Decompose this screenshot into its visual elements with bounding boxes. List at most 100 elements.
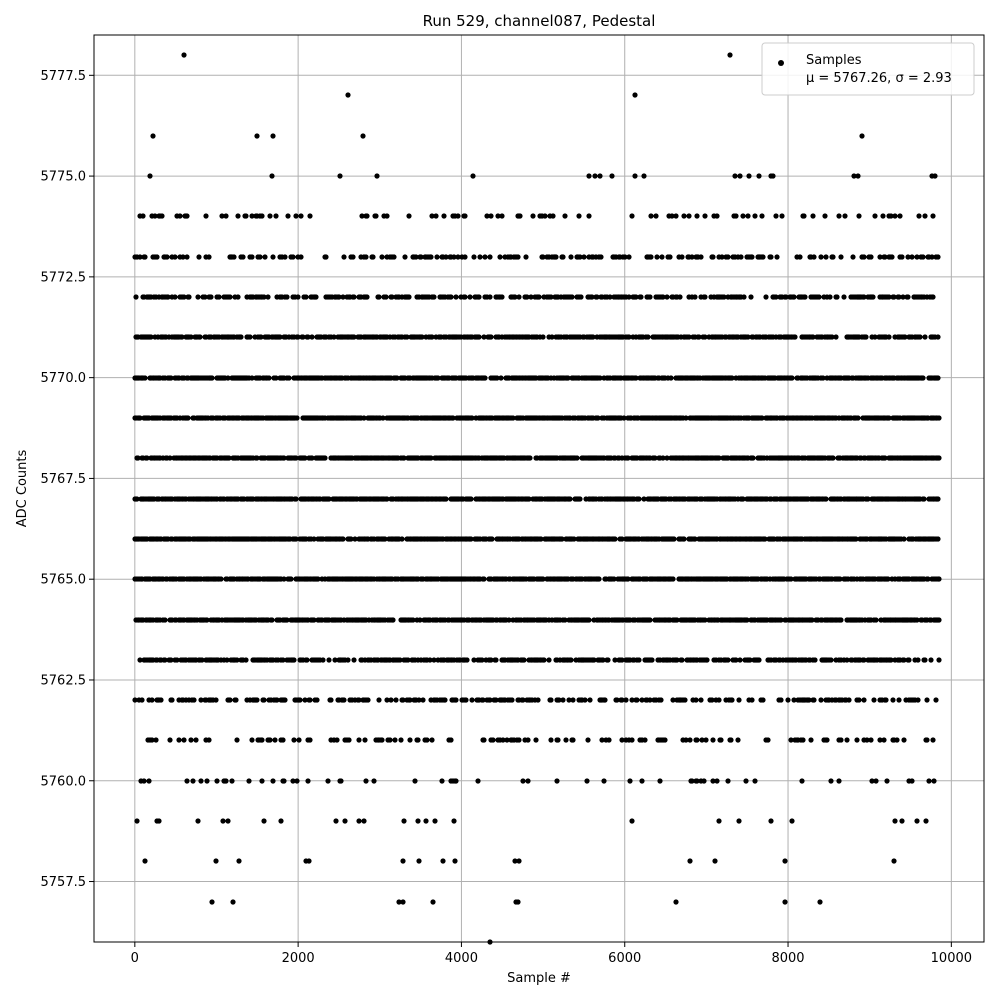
data-point [330, 415, 336, 421]
data-point [587, 657, 593, 663]
data-point [833, 415, 839, 421]
data-point [704, 536, 710, 542]
data-point [376, 697, 382, 703]
data-point [418, 496, 424, 502]
data-point [447, 536, 453, 542]
data-point [423, 415, 429, 421]
data-point [731, 415, 737, 421]
data-point [345, 657, 351, 663]
data-point [415, 737, 421, 743]
data-point [362, 737, 368, 743]
data-point [416, 858, 422, 864]
data-point [933, 455, 939, 461]
data-point [902, 496, 908, 502]
data-point [674, 617, 680, 623]
data-point [718, 536, 724, 542]
data-point [419, 536, 425, 542]
data-point [749, 496, 755, 502]
data-point [909, 375, 915, 381]
data-point [508, 657, 514, 663]
data-point [511, 496, 517, 502]
data-point [819, 536, 825, 542]
data-point [215, 617, 221, 623]
data-point [662, 536, 668, 542]
data-point [631, 576, 637, 582]
data-point [839, 536, 845, 542]
data-point [425, 617, 431, 623]
data-point [722, 496, 728, 502]
data-point [361, 818, 367, 824]
data-point [932, 375, 938, 381]
data-point [228, 576, 234, 582]
data-point [153, 375, 159, 381]
data-point [249, 737, 255, 743]
data-point [367, 415, 373, 421]
data-point [921, 657, 927, 663]
data-point [736, 375, 742, 381]
data-point [677, 576, 683, 582]
data-point [256, 496, 262, 502]
data-point [429, 737, 435, 743]
data-point [619, 737, 625, 743]
data-point [488, 576, 494, 582]
data-point [575, 415, 581, 421]
data-point [851, 496, 857, 502]
data-point [132, 536, 138, 542]
data-point [729, 536, 735, 542]
data-point [750, 576, 756, 582]
data-point [873, 778, 879, 784]
data-point [218, 536, 224, 542]
data-point [861, 657, 867, 663]
data-point [749, 617, 755, 623]
data-point [318, 536, 324, 542]
data-point [230, 375, 236, 381]
data-point [919, 415, 925, 421]
data-point [446, 737, 452, 743]
data-point [293, 617, 299, 623]
data-point [738, 576, 744, 582]
data-point [630, 657, 636, 663]
data-point [308, 576, 314, 582]
data-point [890, 375, 896, 381]
data-point [744, 415, 750, 421]
data-point [835, 536, 841, 542]
data-point [179, 334, 185, 340]
data-point [886, 657, 892, 663]
data-point [689, 617, 695, 623]
data-point [259, 536, 265, 542]
data-point [824, 375, 830, 381]
data-point [563, 737, 569, 743]
data-point [833, 657, 839, 663]
data-point [909, 778, 915, 784]
data-point [813, 415, 819, 421]
data-point [746, 173, 752, 179]
data-point [198, 617, 204, 623]
data-point [476, 496, 482, 502]
data-point [810, 697, 816, 703]
data-point [901, 737, 907, 743]
data-point [782, 899, 788, 905]
data-point [337, 657, 343, 663]
data-point [868, 455, 874, 461]
data-point [285, 536, 291, 542]
data-point [657, 778, 663, 784]
data-point [248, 496, 254, 502]
data-point [334, 576, 340, 582]
data-point [890, 697, 896, 703]
data-point [396, 899, 402, 905]
data-point [901, 657, 907, 663]
data-point [642, 737, 648, 743]
data-point [303, 657, 309, 663]
data-point [137, 657, 143, 663]
data-point [630, 536, 636, 542]
data-point [744, 536, 750, 542]
data-point [413, 375, 419, 381]
data-point [882, 576, 888, 582]
data-point [268, 415, 274, 421]
data-point [665, 657, 671, 663]
data-point [796, 576, 802, 582]
data-point [490, 455, 496, 461]
data-point [135, 455, 141, 461]
data-point [343, 496, 349, 502]
data-point [773, 576, 779, 582]
